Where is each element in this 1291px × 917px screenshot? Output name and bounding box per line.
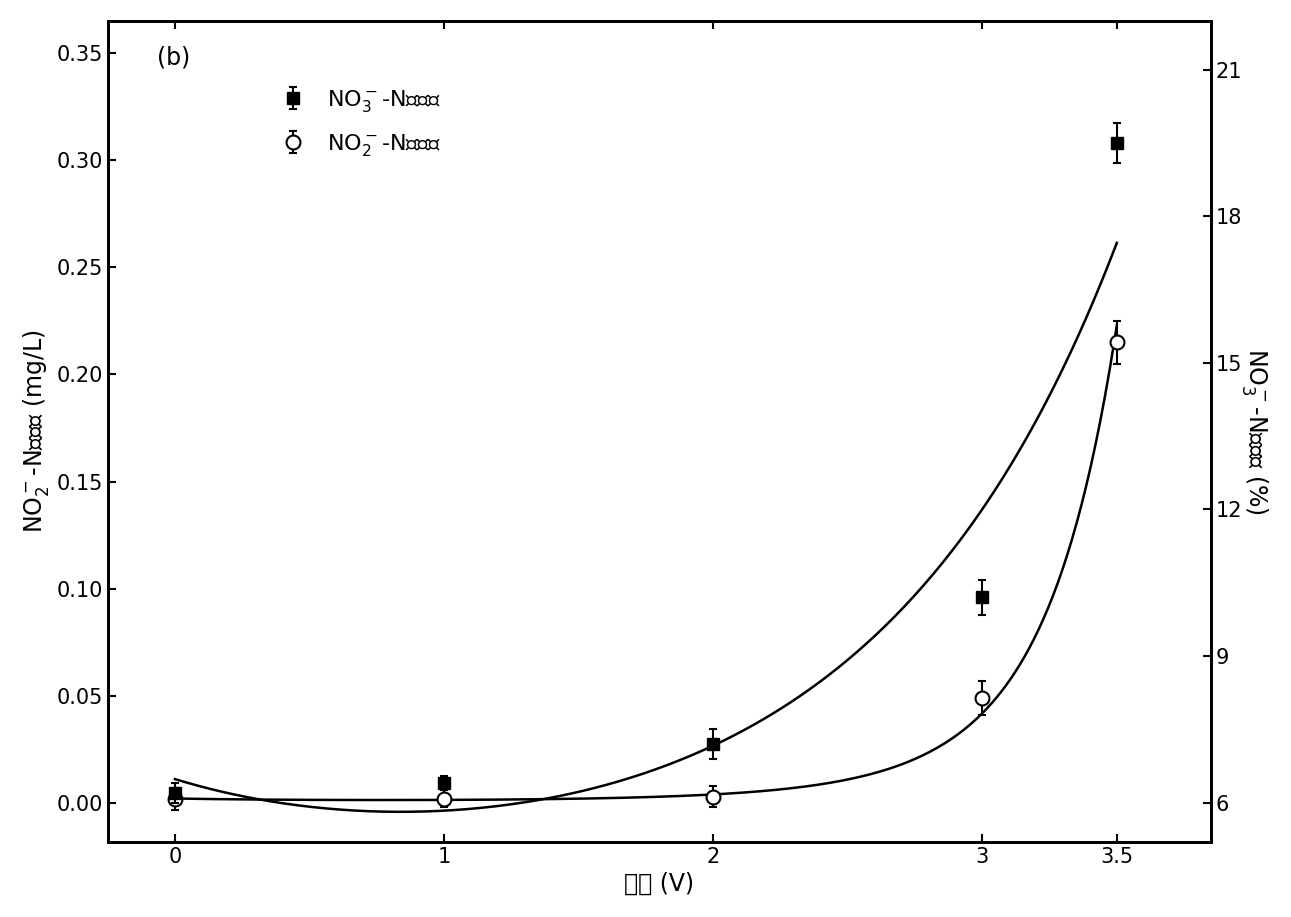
Text: (b): (b) xyxy=(158,46,191,70)
Y-axis label: NO$_3^-$-N去除率 (%): NO$_3^-$-N去除率 (%) xyxy=(1241,348,1270,514)
Y-axis label: NO$_2^-$-N生成量 (mg/L): NO$_2^-$-N生成量 (mg/L) xyxy=(21,329,50,533)
X-axis label: 电压 (V): 电压 (V) xyxy=(625,872,695,896)
Legend: NO$_3^-$-N去除率, NO$_2^-$-N生成量: NO$_3^-$-N去除率, NO$_2^-$-N生成量 xyxy=(262,82,448,164)
